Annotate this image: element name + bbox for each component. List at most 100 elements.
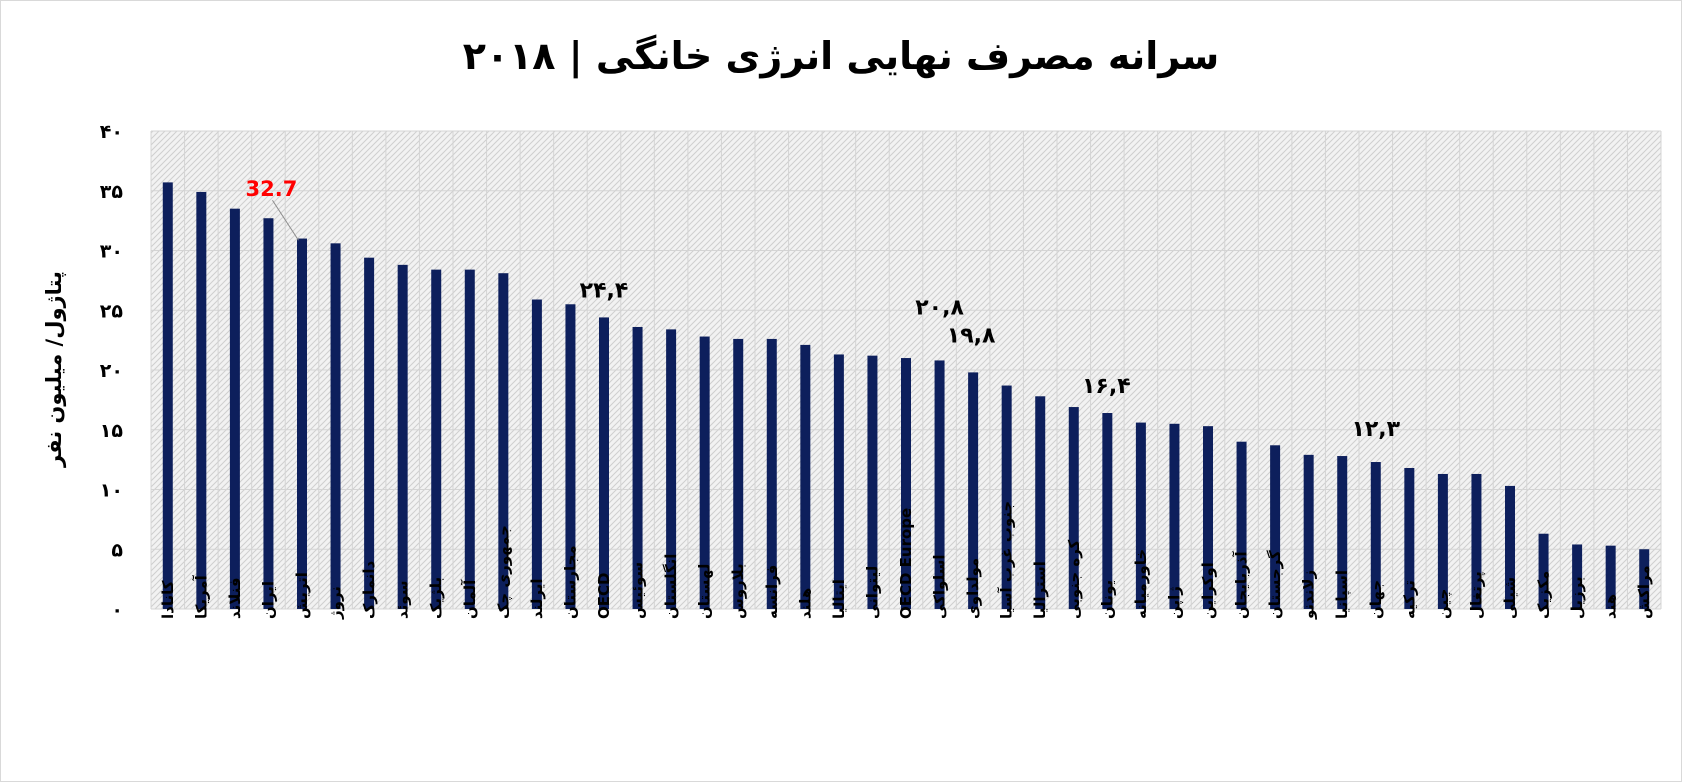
x-tick-label: فرانسه <box>763 565 781 619</box>
bar <box>263 218 274 610</box>
x-tick-label: OECD Europe <box>897 508 915 619</box>
bar <box>431 269 442 609</box>
bar <box>364 257 375 609</box>
x-tick-label: پرتغال <box>1467 571 1486 619</box>
bar <box>297 238 307 610</box>
x-tick-label: سوئیس <box>629 562 647 619</box>
bar <box>901 358 911 609</box>
bar <box>1505 485 1515 609</box>
chart-title: سرانه مصرف نهایی انرژی خانگی | ۲۰۱۸ <box>463 34 1220 79</box>
bar <box>632 326 643 609</box>
x-tick-label: ایرلند <box>528 578 546 619</box>
data-label: ۱۲,۳ <box>1351 417 1400 442</box>
bar <box>833 354 844 609</box>
y-axis-ticks: ۰ ۵ ۱۰ ۱۵ ۲۰ ۲۵ ۳۰ ۳۵ ۴۰ <box>100 121 124 621</box>
x-tick-label: استرالیا <box>1031 561 1049 619</box>
bar <box>1370 462 1381 609</box>
bar <box>330 243 341 609</box>
bar <box>666 329 677 609</box>
bar <box>1471 473 1482 609</box>
bar <box>1605 545 1616 609</box>
x-tick-label: کانادا <box>159 580 177 619</box>
x-tick-label: لهستان <box>696 564 714 619</box>
bar <box>1303 454 1314 609</box>
bar <box>162 182 173 609</box>
bar <box>1404 467 1415 609</box>
bar <box>934 360 945 609</box>
x-tick-label: ایران <box>259 581 277 619</box>
x-tick-label: ایتالیا <box>830 579 848 619</box>
data-annotations: 32.7 ۲۴,۴ ۲۰,۸ ۱۹,۸ ۱۶,۴ ۱۲,۳ <box>246 177 1401 442</box>
x-tick-label: OECD <box>595 573 613 619</box>
x-tick-label: آلمان <box>461 579 479 619</box>
x-tick-label: چین <box>1434 589 1453 619</box>
data-label: ۱۹,۸ <box>947 323 996 348</box>
x-tick-label: اوکراین <box>1199 562 1217 619</box>
x-tick-label: خاورمیانه <box>1132 549 1150 619</box>
bar <box>196 191 207 609</box>
x-tick-label: دانمارک <box>360 561 378 619</box>
x-tick-label: جهان <box>1367 580 1385 619</box>
x-tick-label: مجارستان <box>561 545 579 619</box>
annotation-leader-line <box>272 199 299 241</box>
x-tick-label: ژاپن <box>1165 586 1184 619</box>
y-tick-label: ۲۰ <box>100 360 123 382</box>
y-axis-label: پتاژول/ میلیون نفر <box>42 271 66 468</box>
bar <box>397 264 408 609</box>
bar <box>229 208 240 610</box>
bar <box>1639 549 1650 609</box>
x-tick-label: شیلی <box>1501 577 1519 619</box>
bar <box>699 336 710 609</box>
data-label: 32.7 <box>246 177 298 201</box>
bar <box>464 269 475 609</box>
x-axis-ticks: کانادا آمریکا فنلاند ایران اتریش نروژ دانمارک س… <box>159 501 1653 620</box>
bar <box>766 338 777 609</box>
bar <box>599 317 609 609</box>
x-tick-label: لیتوانی <box>863 566 881 619</box>
y-tick-label: ۳۵ <box>100 181 124 203</box>
x-tick-label: مکزیک <box>1535 571 1553 619</box>
x-tick-label: ترکیه <box>1400 580 1418 619</box>
bar <box>1068 407 1079 609</box>
bar <box>867 355 878 609</box>
bar <box>1538 533 1549 609</box>
x-tick-label: بلژیک <box>427 577 445 619</box>
y-tick-label: ۴۰ <box>100 121 123 143</box>
x-tick-label: برزیل <box>1568 576 1586 619</box>
y-tick-label: ۲۵ <box>100 300 124 322</box>
x-tick-label: یونان <box>1098 580 1116 619</box>
x-tick-label: نروژ <box>327 586 345 620</box>
bars <box>162 182 1650 610</box>
data-label: ۱۶,۴ <box>1082 374 1131 399</box>
x-tick-label: مولداوی <box>964 558 982 619</box>
x-tick-label: جمهوری چک <box>494 525 513 619</box>
x-tick-label: اسلواکی <box>931 555 949 619</box>
y-tick-label: ۵ <box>111 539 123 561</box>
x-tick-label: آذربایجان <box>1233 551 1251 619</box>
bar <box>1135 422 1146 609</box>
y-tick-label: ۱۰ <box>100 480 123 502</box>
bar <box>565 304 576 609</box>
y-tick-label: ۳۰ <box>100 241 123 263</box>
bar <box>1035 396 1046 609</box>
x-tick-label: مراکش <box>1635 565 1653 619</box>
x-tick-label: زلاندنو <box>1300 570 1318 620</box>
bar <box>1337 456 1348 609</box>
bar <box>733 338 744 609</box>
x-tick-label: فنلاند <box>226 577 244 619</box>
bar <box>1102 413 1113 609</box>
bar <box>1203 426 1213 609</box>
x-tick-label: هند <box>1602 594 1620 619</box>
bar <box>498 273 509 609</box>
x-tick-label: اتریش <box>293 572 311 619</box>
data-label: ۲۰,۸ <box>915 295 964 320</box>
x-tick-label: بلاروس <box>729 563 747 619</box>
bar <box>1169 423 1180 609</box>
bar <box>1437 473 1448 609</box>
x-tick-label: آمریکا <box>192 574 210 619</box>
y-tick-label: ۰ <box>111 599 123 621</box>
x-tick-label: سوئد <box>394 581 412 619</box>
bar <box>1572 544 1583 609</box>
